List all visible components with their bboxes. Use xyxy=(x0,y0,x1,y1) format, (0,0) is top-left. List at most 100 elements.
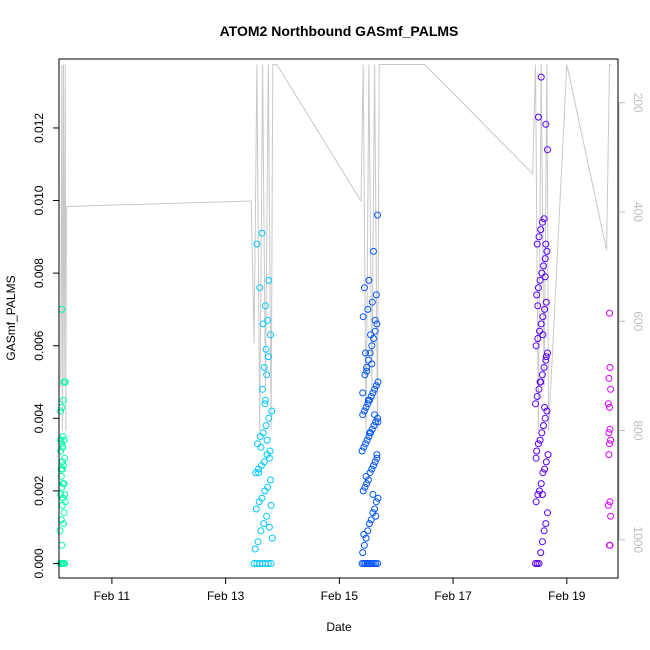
data-point xyxy=(366,429,373,437)
data-point xyxy=(57,407,65,415)
data-point xyxy=(535,385,543,393)
data-point xyxy=(541,414,549,422)
data-points-layer xyxy=(56,73,615,567)
data-point xyxy=(370,422,378,430)
altitude-trace-line xyxy=(60,64,612,431)
data-point xyxy=(373,320,381,328)
data-point xyxy=(537,73,545,81)
data-point xyxy=(532,454,540,462)
data-point xyxy=(541,403,549,411)
data-point xyxy=(60,462,67,469)
data-point xyxy=(542,240,550,248)
data-point xyxy=(367,331,375,339)
data-point xyxy=(607,436,615,444)
data-point xyxy=(364,400,372,408)
data-point xyxy=(537,320,545,328)
data-point xyxy=(266,447,274,455)
data-point xyxy=(369,491,377,498)
data-point xyxy=(260,520,268,528)
data-point xyxy=(538,538,546,546)
data-point xyxy=(265,523,273,531)
data-point xyxy=(57,472,65,480)
data-point xyxy=(604,501,612,509)
data-point xyxy=(540,364,548,371)
data-point xyxy=(366,349,374,357)
data-point xyxy=(542,356,550,364)
y-tick-label: 0.012 xyxy=(32,113,46,143)
data-point xyxy=(534,113,542,121)
data-point xyxy=(361,483,369,491)
y-tick-label: 0.000 xyxy=(32,548,46,578)
data-point xyxy=(532,342,540,350)
data-point xyxy=(542,520,550,528)
data-point xyxy=(534,440,542,448)
data-point xyxy=(362,403,370,411)
data-point xyxy=(267,331,274,339)
data-point xyxy=(61,454,69,462)
data-point xyxy=(257,527,265,535)
data-point xyxy=(372,512,380,520)
data-point xyxy=(541,465,549,473)
data-point xyxy=(57,436,65,444)
data-point xyxy=(61,560,69,567)
data-point xyxy=(361,371,369,379)
data-point xyxy=(366,469,374,477)
data-point xyxy=(261,302,269,310)
data-point xyxy=(364,527,372,535)
data-point xyxy=(263,512,271,520)
data-point xyxy=(359,389,367,397)
data-point xyxy=(61,498,69,506)
data-point xyxy=(537,549,545,557)
data-point xyxy=(259,320,267,328)
data-point xyxy=(372,498,380,506)
data-point xyxy=(544,451,552,459)
data-point xyxy=(374,378,382,386)
data-point xyxy=(360,541,368,549)
data-point xyxy=(534,335,542,342)
data-point xyxy=(373,454,381,462)
data-point xyxy=(258,494,266,502)
data-point xyxy=(371,327,379,335)
data-point xyxy=(374,494,382,502)
data-point xyxy=(368,342,376,350)
data-point xyxy=(543,407,551,415)
data-point xyxy=(363,436,371,444)
data-point xyxy=(359,411,367,419)
data-point xyxy=(538,429,546,437)
data-point xyxy=(364,305,372,313)
data-point xyxy=(604,400,612,408)
data-point xyxy=(606,498,614,506)
data-point xyxy=(360,530,368,538)
data-point xyxy=(544,349,551,357)
right-tick-label: 400 xyxy=(631,202,645,222)
data-point xyxy=(606,440,613,448)
data-point xyxy=(540,262,547,270)
data-point xyxy=(267,501,275,509)
series-1 xyxy=(56,305,69,567)
data-point xyxy=(263,371,271,379)
data-point xyxy=(265,454,273,462)
series-2 xyxy=(250,229,276,567)
data-point xyxy=(533,393,541,400)
data-point xyxy=(605,374,613,382)
data-point xyxy=(264,353,272,361)
data-point xyxy=(252,505,260,513)
data-point xyxy=(362,534,370,542)
data-point xyxy=(57,465,65,473)
data-point xyxy=(365,276,373,284)
data-point xyxy=(537,480,545,488)
x-tick-label: Feb 15 xyxy=(321,589,359,603)
data-point xyxy=(540,527,548,535)
data-point xyxy=(263,436,271,444)
data-point xyxy=(368,465,376,473)
data-point xyxy=(606,364,614,371)
data-point xyxy=(542,298,550,306)
data-point xyxy=(373,451,381,459)
data-point xyxy=(265,414,273,422)
data-point xyxy=(59,443,67,451)
data-point xyxy=(57,516,65,524)
data-point xyxy=(536,276,544,284)
data-point xyxy=(264,483,272,491)
y-tick-label: 0.010 xyxy=(32,185,46,215)
data-point xyxy=(534,302,542,310)
